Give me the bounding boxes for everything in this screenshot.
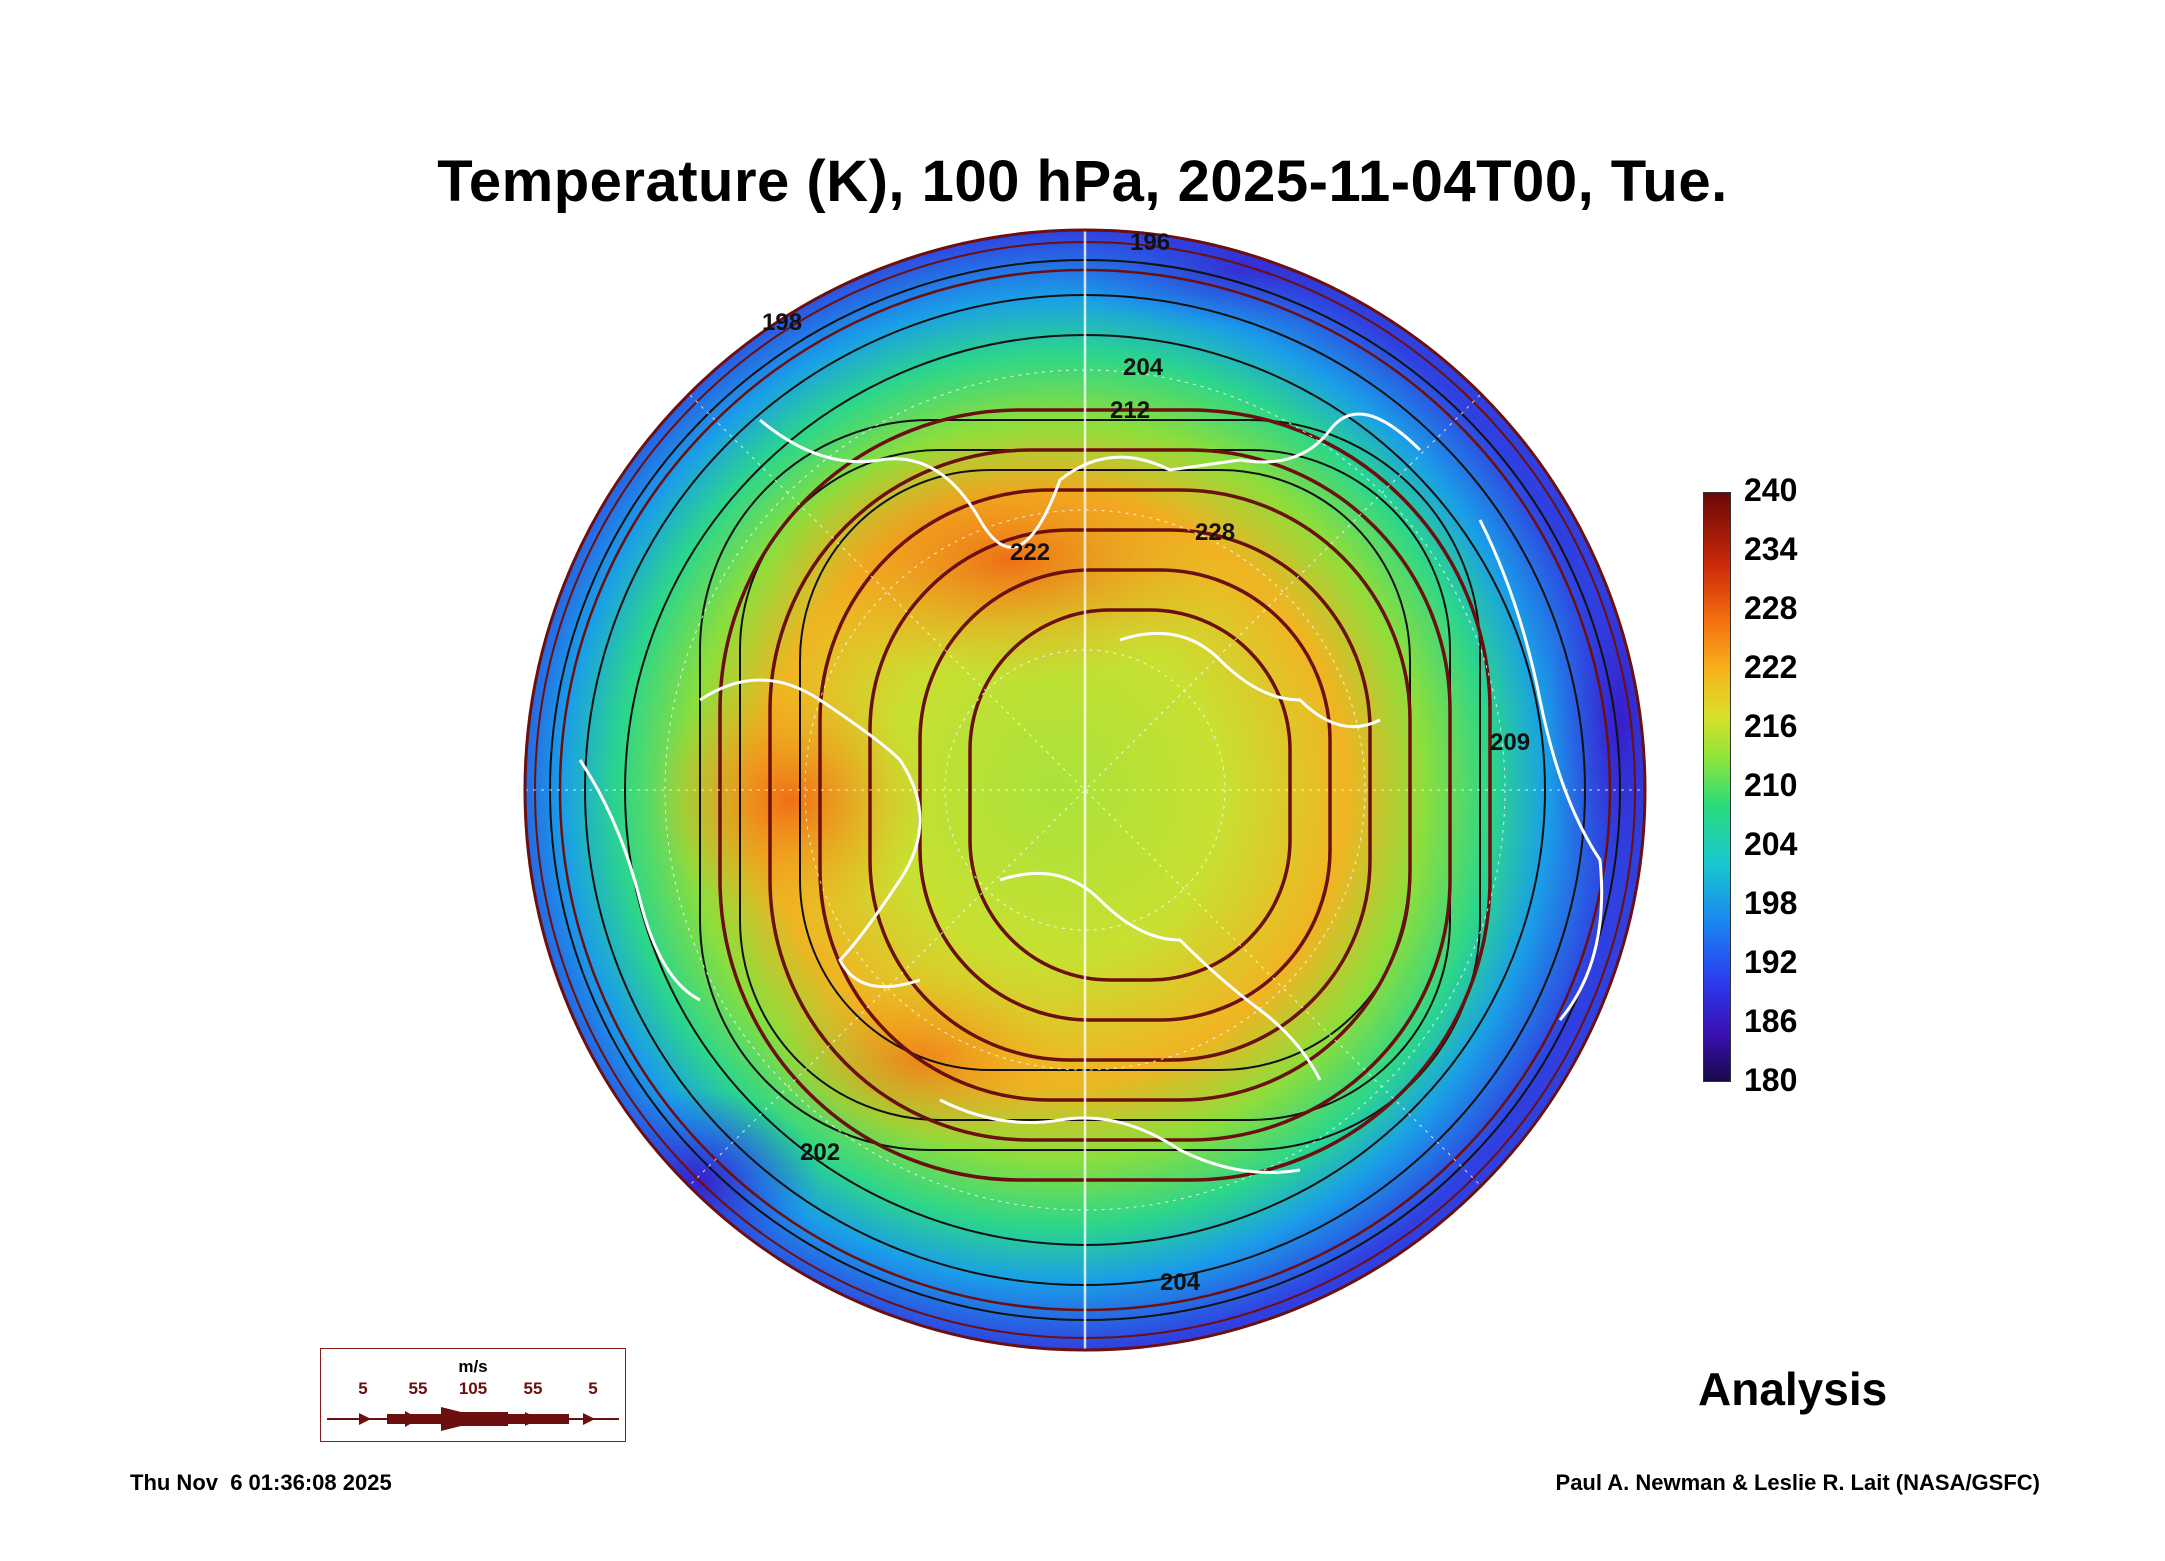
cold-region-east xyxy=(1550,500,1645,940)
legend-value: 5 xyxy=(358,1379,368,1398)
colorbar-tick: 240 xyxy=(1744,472,1798,508)
panel-label: Analysis xyxy=(1698,1363,1888,1415)
warm-region xyxy=(770,440,1250,680)
legend-arrow-scale xyxy=(327,1407,619,1431)
colorbar xyxy=(1703,492,1731,1082)
colorbar-tick: 180 xyxy=(1744,1062,1798,1098)
colorbar-tick: 234 xyxy=(1744,531,1798,567)
colorbar-tick: 204 xyxy=(1744,826,1798,862)
contour-label: 196 xyxy=(1130,229,1170,256)
legend-unit: m/s xyxy=(458,1357,488,1376)
legend-value: 55 xyxy=(408,1379,428,1398)
credit-line: Paul A. Newman & Leslie R. Lait (NASA/GS… xyxy=(1555,1470,2040,1495)
legend-value: 55 xyxy=(523,1379,543,1398)
legend-value: 105 xyxy=(458,1379,488,1398)
wind-speed-legend: m/s 5 55 105 55 5 xyxy=(320,1348,626,1442)
colorbar-tick: 192 xyxy=(1744,944,1798,980)
legend-value: 5 xyxy=(588,1379,598,1398)
colorbar-tick: 210 xyxy=(1744,767,1798,803)
globe-outline xyxy=(523,228,1647,1352)
contour-label: 228 xyxy=(1195,519,1235,546)
graticule xyxy=(525,230,1645,1350)
colorbar-tick: 198 xyxy=(1744,885,1798,921)
contour-label: 198 xyxy=(762,309,802,336)
contour-label: 202 xyxy=(800,1139,840,1166)
colorbar-tick: 216 xyxy=(1744,708,1798,744)
chart-title: Temperature (K), 100 hPa, 2025-11-04T00,… xyxy=(437,149,1728,214)
colorbar-tick: 228 xyxy=(1744,590,1798,626)
colorbar-tick: 186 xyxy=(1744,1003,1798,1039)
contour-label: 212 xyxy=(1110,397,1150,424)
warm-region-west xyxy=(650,680,930,920)
contour-label: 222 xyxy=(1010,539,1050,566)
colorbar-tick: 222 xyxy=(1744,649,1798,685)
timestamp: Thu Nov 6 01:36:08 2025 xyxy=(130,1470,392,1495)
contour-label: 204 xyxy=(1123,354,1164,381)
contour-label: 209 xyxy=(1490,729,1530,756)
contour-labels: 196 198 204 212 222 228 209 204 202 xyxy=(762,229,1530,1296)
contour-label: 204 xyxy=(1160,1269,1201,1296)
